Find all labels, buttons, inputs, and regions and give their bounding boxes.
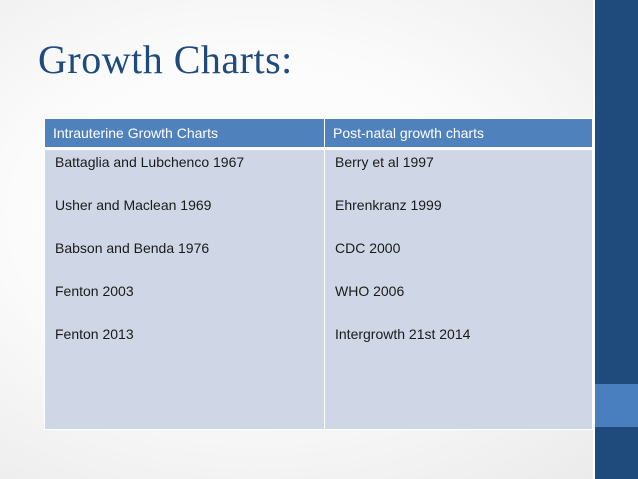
postnatal-item: Berry et al 1997 bbox=[335, 154, 434, 170]
postnatal-item: Intergrowth 21st 2014 bbox=[335, 326, 471, 342]
accent-block-blue bbox=[595, 384, 638, 427]
table-header-row: Intrauterine Growth Charts Post-natal gr… bbox=[44, 118, 593, 149]
intrauterine-item: Fenton 2003 bbox=[55, 283, 134, 299]
accent-block-dark bbox=[595, 427, 638, 479]
accent-divider bbox=[593, 0, 595, 479]
slide-title: Growth Charts: bbox=[38, 37, 293, 82]
intrauterine-item: Battaglia and Lubchenco 1967 bbox=[55, 154, 245, 170]
intrauterine-cell: Battaglia and Lubchenco 1967 Usher and M… bbox=[44, 147, 325, 430]
postnatal-item: Ehrenkranz 1999 bbox=[335, 197, 442, 213]
postnatal-item: CDC 2000 bbox=[335, 240, 401, 256]
column-header-intrauterine: Intrauterine Growth Charts bbox=[44, 118, 325, 149]
column-header-postnatal: Post-natal growth charts bbox=[324, 118, 593, 149]
postnatal-item: WHO 2006 bbox=[335, 283, 405, 299]
postnatal-cell: Berry et al 1997 Ehrenkranz 1999 CDC 200… bbox=[324, 147, 593, 430]
table-row: Battaglia and Lubchenco 1967 Usher and M… bbox=[44, 147, 593, 430]
intrauterine-item: Usher and Maclean 1969 bbox=[55, 197, 212, 213]
growth-charts-table: Intrauterine Growth Charts Post-natal gr… bbox=[44, 118, 593, 430]
intrauterine-item: Babson and Benda 1976 bbox=[55, 240, 210, 256]
intrauterine-item: Fenton 2013 bbox=[55, 326, 134, 342]
